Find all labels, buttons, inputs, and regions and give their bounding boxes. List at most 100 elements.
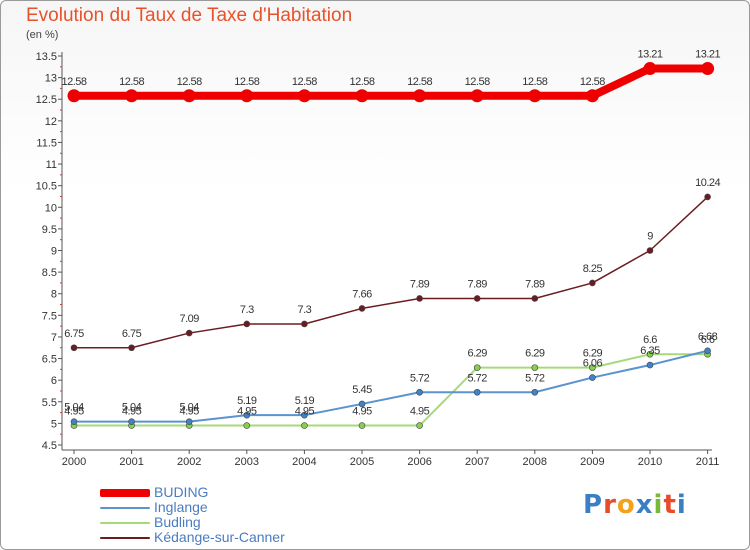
data-label: 7.66: [352, 288, 372, 300]
data-label: 4.95: [295, 406, 315, 418]
proxiti-logo: Proxiti: [583, 490, 687, 520]
data-label: 5.04: [64, 402, 84, 414]
legend: BUDING Inglange Budling Kédange-sur-Canner: [100, 485, 285, 545]
series-line-0: [70, 64, 712, 100]
x-tick-label: 2011: [696, 456, 720, 468]
y-tick-label: 9.5: [42, 224, 57, 236]
chart-title: Evolution du Taux de Taxe d'Habitation: [26, 5, 353, 26]
data-label: 13.21: [637, 49, 662, 61]
legend-swatch: [100, 536, 150, 539]
y-tick-label: 8: [51, 289, 57, 301]
y-tick-label: 6.5: [42, 354, 57, 366]
x-tick-label: 2008: [523, 456, 547, 468]
data-label: 6.06: [583, 358, 603, 370]
data-label: 7.09: [179, 313, 199, 325]
legend-swatch: [100, 506, 150, 509]
y-tick-label: 9: [51, 246, 57, 258]
data-point: [297, 89, 311, 103]
data-point: [473, 388, 481, 396]
data-label: 6.75: [64, 328, 84, 340]
x-tick-label: 2000: [62, 456, 86, 468]
data-label: 5.19: [237, 395, 257, 407]
data-point: [701, 62, 715, 76]
data-label: 5.72: [410, 372, 430, 384]
y-tick-label: 10.5: [36, 181, 57, 193]
logo-letter: i: [676, 490, 687, 520]
data-point: [182, 89, 196, 103]
data-label: 7.89: [467, 278, 487, 290]
data-label: 5.72: [467, 372, 487, 384]
data-point: [301, 422, 308, 429]
y-tick-label: 8.5: [42, 267, 57, 279]
data-label: 4.95: [179, 406, 199, 418]
data-label: 7.89: [410, 278, 430, 290]
data-point: [531, 295, 539, 302]
y-tick-label: 7.5: [42, 310, 57, 322]
x-tick-label: 2001: [119, 456, 143, 468]
logo-letter: P: [583, 490, 604, 520]
data-point: [70, 418, 78, 425]
legend-item: Kédange-sur-Canner: [100, 530, 285, 545]
data-label: 12.58: [292, 76, 317, 88]
data-point: [355, 89, 369, 103]
data-point: [185, 418, 193, 425]
data-label: 5.04: [179, 402, 199, 414]
data-point: [585, 89, 599, 103]
y-tick-label: 6: [51, 375, 57, 387]
data-label: 5.45: [352, 384, 372, 396]
y-tick-label: 12: [45, 116, 57, 128]
series-line-2: [73, 353, 709, 427]
data-point: [473, 295, 481, 302]
y-tick-label: 5.5: [42, 397, 57, 409]
data-point: [301, 320, 308, 328]
x-tick-label: 2004: [292, 456, 316, 468]
data-label: 5.72: [525, 372, 545, 384]
data-label: 10.24: [695, 177, 720, 189]
legend-item: BUDING: [100, 485, 285, 500]
unit-label: (en %): [26, 29, 59, 41]
data-point: [646, 361, 654, 369]
y-tick-label: 5: [51, 418, 57, 430]
data-label: 12.58: [61, 76, 86, 88]
data-label: 7.89: [525, 278, 545, 290]
legend-label: BUDING: [154, 484, 209, 500]
data-point: [531, 388, 539, 396]
data-point: [358, 400, 366, 408]
data-point: [704, 347, 711, 355]
data-point: [470, 89, 484, 103]
y-tick-label: 12.5: [36, 94, 57, 106]
data-point: [185, 329, 193, 337]
data-point: [128, 344, 135, 352]
data-label: 12.58: [407, 76, 432, 88]
legend-swatch: [100, 488, 150, 497]
logo-letter: t: [663, 490, 677, 520]
data-point: [589, 374, 596, 381]
y-tick-label: 4.5: [42, 440, 57, 452]
data-point: [243, 411, 251, 419]
y-tick-label: 11: [46, 159, 57, 171]
data-label: 8.25: [583, 263, 603, 275]
legend-swatch: [100, 521, 150, 524]
data-label: 13.21: [695, 49, 720, 61]
data-label: 4.95: [122, 406, 142, 418]
data-label: 6.75: [122, 328, 142, 340]
legend-item: Budling: [100, 515, 285, 530]
data-point: [704, 193, 711, 201]
data-label: 6.6: [701, 334, 715, 346]
data-label: 5.19: [295, 395, 315, 407]
data-point: [416, 388, 423, 396]
data-point: [413, 89, 427, 103]
data-label: 6.68: [698, 331, 718, 343]
x-tick-label: 2006: [407, 456, 431, 468]
data-point: [646, 247, 654, 254]
x-tick-label: 2003: [235, 456, 259, 468]
data-label: 12.58: [465, 76, 490, 88]
data-label: 6.29: [583, 348, 603, 360]
legend-label: Kédange-sur-Canner: [154, 529, 285, 545]
data-point: [240, 89, 254, 103]
data-point: [243, 320, 251, 328]
x-tick-label: 2005: [350, 456, 374, 468]
x-tick-label: 2007: [465, 456, 489, 468]
legend-item: Inglange: [100, 500, 285, 515]
data-label: 12.58: [349, 76, 374, 88]
